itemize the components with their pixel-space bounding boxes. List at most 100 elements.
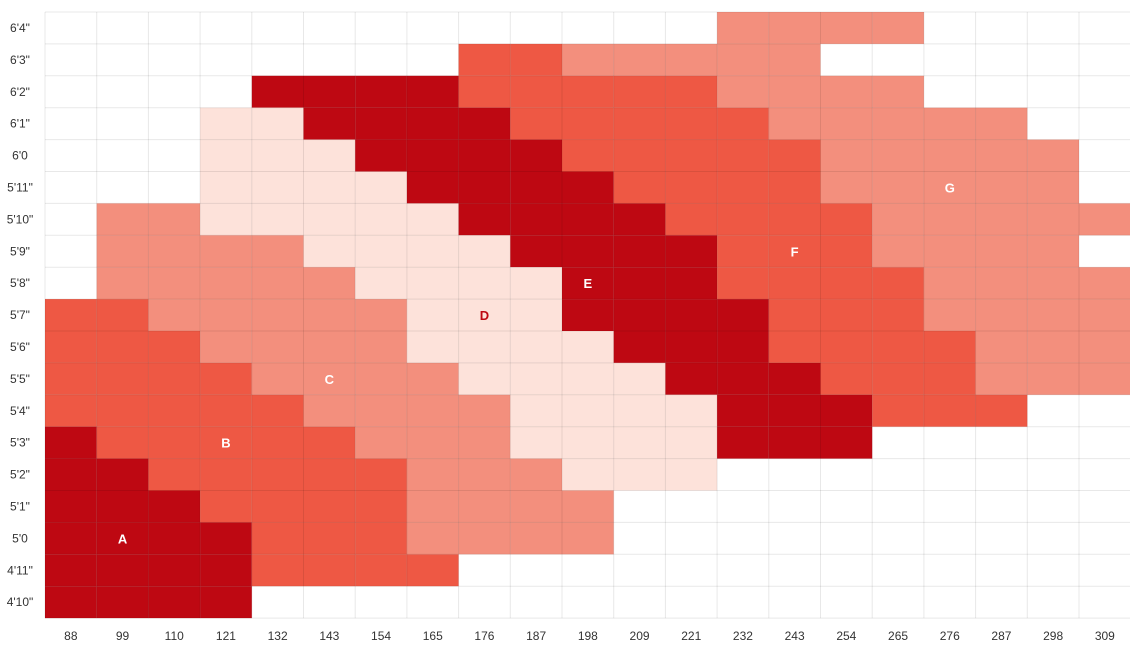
cell-zone-e [406, 107, 459, 140]
cell-zone-e [562, 171, 614, 204]
cell-zone-g [1079, 299, 1130, 331]
cell-zone-g [872, 171, 924, 204]
cell-zone-f [975, 394, 1028, 427]
y-tick-label: 5'4" [10, 404, 30, 418]
cell-zone-c [251, 267, 304, 300]
cell-zone-d [251, 139, 304, 172]
cell-zone-d [458, 267, 511, 300]
chart-cells [45, 12, 1130, 619]
cell-zone-c [251, 362, 304, 395]
cell-zone-e [355, 139, 407, 172]
cell-zone-f [820, 362, 873, 395]
cell-zone-b [303, 522, 356, 555]
cell-zone-d [665, 394, 718, 427]
cell-zone-f [510, 75, 562, 108]
cell-zone-f [665, 75, 718, 108]
cell-zone-d [200, 171, 252, 204]
x-tick-label: 143 [319, 629, 339, 643]
cell-zone-g [872, 75, 924, 108]
cell-zone-d [303, 203, 356, 236]
cell-zone-b [200, 362, 252, 395]
cell-zone-b [303, 554, 356, 587]
x-tick-label: 232 [733, 629, 753, 643]
cell-zone-g [975, 331, 1028, 363]
cell-zone-g [975, 235, 1028, 268]
cell-zone-f [717, 203, 769, 236]
cell-zone-b [251, 458, 304, 491]
cell-zone-b [303, 458, 356, 491]
cell-zone-e [510, 235, 562, 268]
cell-zone-g [820, 171, 873, 204]
cell-zone-f [820, 235, 873, 268]
cell-zone-f [872, 394, 924, 427]
cell-zone-d [200, 203, 252, 236]
cell-zone-g [975, 107, 1028, 140]
cell-zone-f [820, 267, 873, 300]
cell-zone-f [717, 139, 769, 172]
x-tick-label: 276 [940, 629, 960, 643]
x-tick-label: 309 [1095, 629, 1115, 643]
cell-zone-a [45, 458, 97, 491]
cell-zone-e [303, 107, 356, 140]
cell-zone-f [613, 139, 666, 172]
cell-zone-f [717, 171, 769, 204]
cell-zone-c [148, 299, 201, 331]
zone-label-f: F [791, 244, 799, 259]
y-tick-label: 6'2" [10, 85, 30, 99]
cell-zone-d [303, 235, 356, 268]
cell-zone-d [406, 299, 459, 331]
cell-zone-g [975, 362, 1028, 395]
cell-zone-d [665, 458, 718, 491]
cell-zone-a [45, 426, 97, 459]
cell-zone-d [355, 171, 407, 204]
cell-zone-c [96, 235, 149, 268]
x-tick-label: 165 [423, 629, 443, 643]
cell-zone-c [510, 490, 562, 523]
cell-zone-f [458, 43, 511, 76]
cell-zone-g [1079, 362, 1130, 395]
zone-label-d: D [480, 308, 489, 323]
cell-zone-b [96, 394, 149, 427]
cell-zone-d [562, 426, 614, 459]
zone-label-e: E [584, 276, 593, 291]
cell-zone-c [406, 362, 459, 395]
cell-zone-e [562, 235, 614, 268]
cell-zone-c [406, 458, 459, 491]
cell-zone-c [303, 394, 356, 427]
x-tick-label: 209 [630, 629, 650, 643]
cell-zone-c [200, 331, 252, 363]
cell-zone-g [768, 75, 821, 108]
x-tick-label: 198 [578, 629, 598, 643]
cell-zone-d [458, 362, 511, 395]
cell-zone-c [251, 299, 304, 331]
cell-zone-f [768, 331, 821, 363]
cell-zone-f [768, 139, 821, 172]
cell-zone-f [768, 235, 821, 268]
cell-zone-c [510, 458, 562, 491]
cell-zone-c [458, 490, 511, 523]
cell-zone-d [200, 139, 252, 172]
y-tick-label: 4'10" [7, 595, 34, 609]
cell-zone-b [200, 458, 252, 491]
cell-zone-c [148, 235, 201, 268]
cell-zone-f [613, 171, 666, 204]
cell-zone-f [717, 267, 769, 300]
cell-zone-e [355, 107, 407, 140]
cell-zone-g [975, 299, 1028, 331]
cell-zone-d [406, 267, 459, 300]
x-tick-label: 243 [785, 629, 805, 643]
x-tick-label: 99 [116, 629, 130, 643]
cell-zone-f [613, 75, 666, 108]
cell-zone-c [303, 331, 356, 363]
cell-zone-b [355, 490, 407, 523]
zone-label-a: A [118, 531, 128, 546]
cell-zone-a [45, 554, 97, 587]
cell-zone-b [148, 394, 201, 427]
cell-zone-a [96, 554, 149, 587]
cell-zone-e [406, 171, 459, 204]
cell-zone-c [200, 267, 252, 300]
cell-zone-e [613, 331, 666, 363]
cell-zone-a [200, 522, 252, 555]
cell-zone-d [355, 267, 407, 300]
cell-zone-g [1027, 362, 1079, 395]
